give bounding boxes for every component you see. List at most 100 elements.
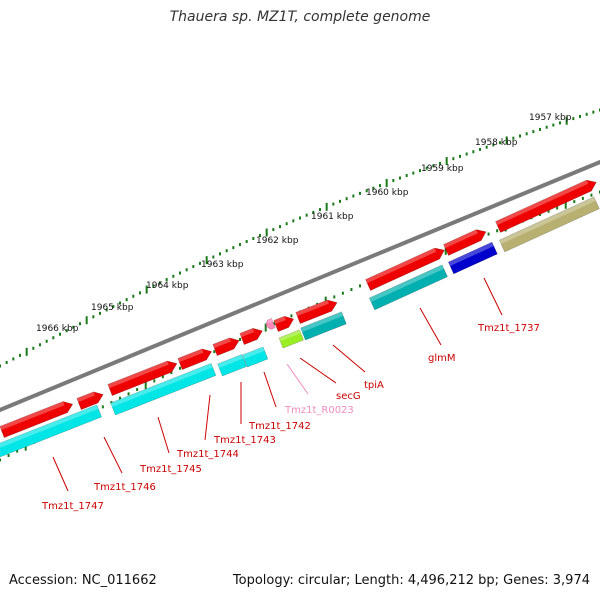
gene-arrow — [212, 337, 240, 356]
ruler-tick — [359, 191, 361, 195]
ruler-label: 1963 kbp — [201, 260, 244, 270]
gene-arrow-shine — [76, 391, 96, 403]
ruler-tick — [465, 152, 468, 156]
ruler-tick — [265, 228, 268, 237]
ruler-tick — [259, 234, 261, 238]
label-leaders — [52, 277, 503, 492]
ruler-tick — [279, 225, 281, 229]
gene-arrow — [107, 360, 178, 396]
gene-arrow-shine — [0, 404, 99, 450]
ruler-tick — [479, 147, 481, 151]
ruler-tick — [385, 179, 388, 188]
gene-arrow-shine — [495, 180, 589, 226]
gene-arrow-shine — [448, 242, 494, 267]
gene-arrow-body — [0, 404, 102, 459]
ruler-tick — [419, 169, 421, 173]
inner-tick — [161, 375, 164, 379]
gene-label: Tmz1t_R0023 — [284, 405, 354, 416]
inner-tick — [556, 206, 559, 210]
gene-label: Tmz1t_1743 — [213, 435, 276, 446]
ruler-label: 1960 kbp — [366, 188, 409, 198]
ruler-tick — [412, 171, 415, 175]
inner-tick — [581, 196, 584, 200]
gene-arrow-body — [300, 311, 347, 341]
genome-backbone — [0, 159, 600, 413]
ruler-tick — [12, 357, 15, 361]
gene-arrow-body — [177, 348, 213, 370]
ruler-tick — [352, 194, 355, 198]
gene-arrow — [295, 299, 338, 324]
ruler-tick — [305, 213, 308, 217]
gene-arrow — [0, 401, 74, 438]
gene-label: Tmz1t_1746 — [93, 482, 156, 493]
gene-arrow-body — [368, 264, 448, 311]
ruler-tick — [332, 202, 335, 206]
ruler-tick — [559, 121, 561, 125]
leader-line — [286, 363, 309, 395]
inner-tick — [213, 350, 216, 354]
ruler-tick — [439, 161, 441, 165]
gene-arrow — [242, 346, 269, 368]
ruler-tick — [545, 125, 548, 129]
ruler-tick — [205, 256, 208, 265]
ruler-labels: 1957 kbp 1958 kbp 1959 kbp 1960 kbp 1961 kbp… — [36, 113, 572, 334]
leader-line — [157, 416, 170, 454]
ruler-tick — [565, 116, 568, 125]
gene-arrow — [265, 318, 276, 330]
gene-arrow-body — [76, 391, 104, 410]
inner-tick — [0, 458, 1, 462]
ruler-tick — [272, 228, 275, 232]
inner-tick — [273, 322, 276, 326]
gene-arrow-shine — [217, 354, 244, 368]
ruler-tick — [339, 199, 341, 203]
gene-arrow — [239, 327, 263, 345]
ruler-tick — [445, 157, 448, 166]
inner-tick — [136, 388, 139, 392]
inner-tick — [590, 193, 593, 197]
topology-text: Topology: circular; Length: 4,496,212 bp… — [232, 573, 590, 588]
ruler-tick — [39, 343, 41, 347]
ruler-tick — [505, 136, 508, 145]
gene-label: secG — [336, 391, 361, 402]
ruler-tick — [105, 308, 108, 312]
ruler-tick — [485, 145, 488, 149]
ruler-tick — [172, 274, 175, 278]
gene-arrow-shine — [107, 360, 169, 389]
inner-tick — [547, 209, 550, 213]
gene-arrow-shine — [295, 299, 329, 317]
leader-line — [52, 456, 69, 492]
inner-tick — [144, 381, 147, 390]
ruler-tick — [45, 339, 48, 343]
gene-arrow-shine — [212, 337, 232, 349]
inner-tick — [333, 295, 336, 299]
inner-tick — [341, 291, 344, 295]
gene-arrow-shine — [278, 329, 301, 342]
ruler-label: 1958 kbp — [475, 138, 518, 148]
gene-arrow-body — [365, 247, 445, 291]
gene-arrow — [368, 264, 448, 311]
ruler-label: 1965 kbp — [91, 303, 134, 313]
gene-arrow-body — [217, 354, 247, 377]
inner-tick — [170, 370, 173, 374]
leader-line — [332, 344, 366, 373]
ruler-tick — [59, 332, 61, 336]
ruler-label: 1964 kbp — [146, 281, 189, 291]
ruler-tick — [392, 179, 395, 183]
ruler-tick — [79, 322, 81, 326]
ruler-tick — [112, 304, 115, 308]
gene-arrow — [273, 315, 295, 332]
ruler-tick — [32, 346, 35, 350]
leader-line — [263, 371, 277, 408]
ruler-tick — [145, 285, 148, 294]
ruler-tick — [552, 123, 555, 127]
ruler-tick — [405, 174, 408, 178]
ruler-tick — [299, 216, 301, 220]
gene-arrow — [495, 179, 597, 233]
ruler-tick — [239, 243, 241, 247]
inner-tick — [7, 454, 10, 458]
ruler-tick — [572, 117, 575, 121]
ruler-tick — [132, 294, 135, 298]
gene-features — [0, 179, 600, 459]
gene-arrow-shine — [369, 264, 444, 303]
gene-arrow-body — [295, 299, 338, 324]
